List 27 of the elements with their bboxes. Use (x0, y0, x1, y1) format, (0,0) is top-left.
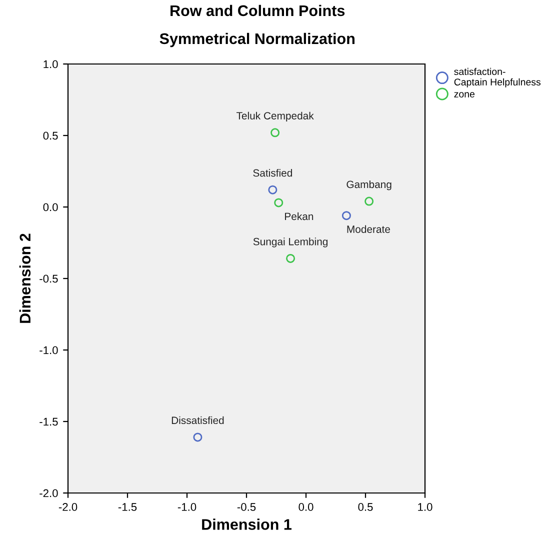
x-tick-label: -1.0 (178, 503, 196, 511)
annotation: Moderate (347, 225, 390, 233)
x-tick-label: -2.0 (58, 503, 78, 511)
x-tick-label: 0.0 (298, 503, 314, 511)
y-tick-label: 1.0 (44, 60, 58, 68)
annotation: Pekan (285, 212, 314, 220)
x-tick-label: 0.5 (358, 503, 373, 511)
annotation: Gambang (346, 180, 392, 190)
y-tick-label: -0.5 (40, 274, 58, 283)
chart-subtitle: Symmetrical Normalization (160, 32, 354, 48)
annotation: Sungai Lembing (253, 238, 328, 248)
legend-label: satisfaction- Captain Helpfulness (454, 68, 541, 88)
y-tick-label: 0.5 (43, 132, 58, 140)
x-tick-label: -1.5 (118, 503, 137, 511)
y-axis-title: Dimension 2 (19, 234, 31, 323)
annotation: Satisfied (253, 169, 292, 177)
y-tick-label: 0.0 (43, 203, 58, 212)
y-tick-label: -2.0 (40, 489, 58, 498)
legend-label: zone (454, 92, 474, 98)
annotation: Dissatisfied (172, 416, 224, 424)
y-tick-label: -1.5 (40, 418, 58, 426)
y-tick-label: -1.0 (40, 346, 58, 354)
chart-title: Row and Column Points (170, 4, 345, 16)
x-tick-label: 1.0 (418, 503, 432, 511)
x-tick-label: -0.5 (237, 503, 256, 511)
annotation: Teluk Cempedak (236, 112, 314, 122)
x-axis-title: Dimension 1 (202, 518, 292, 530)
